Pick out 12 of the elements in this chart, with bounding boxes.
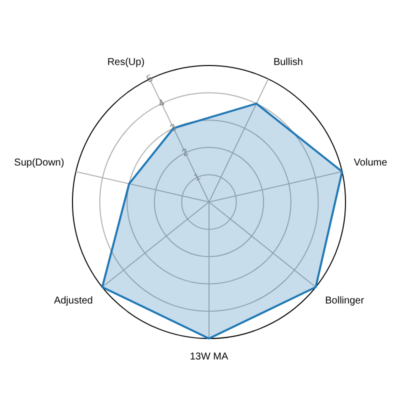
y-tick-label: 5 bbox=[144, 72, 156, 86]
y-tick-label: 2 bbox=[180, 146, 191, 160]
spoke-label: Res(Up) bbox=[107, 56, 145, 68]
spoke-label: Bollinger bbox=[325, 295, 365, 306]
y-tick-label: 3 bbox=[168, 122, 179, 135]
spoke-label: Sup(Down) bbox=[14, 158, 64, 169]
spoke-label: Adjusted bbox=[54, 295, 93, 306]
spoke-label: Bullish bbox=[273, 56, 303, 68]
spoke-label: 13W MA bbox=[190, 351, 228, 362]
spoke-label: Volume bbox=[354, 158, 388, 169]
y-tick-label: 4 bbox=[156, 97, 168, 110]
y-tick-label: 1 bbox=[192, 171, 203, 184]
